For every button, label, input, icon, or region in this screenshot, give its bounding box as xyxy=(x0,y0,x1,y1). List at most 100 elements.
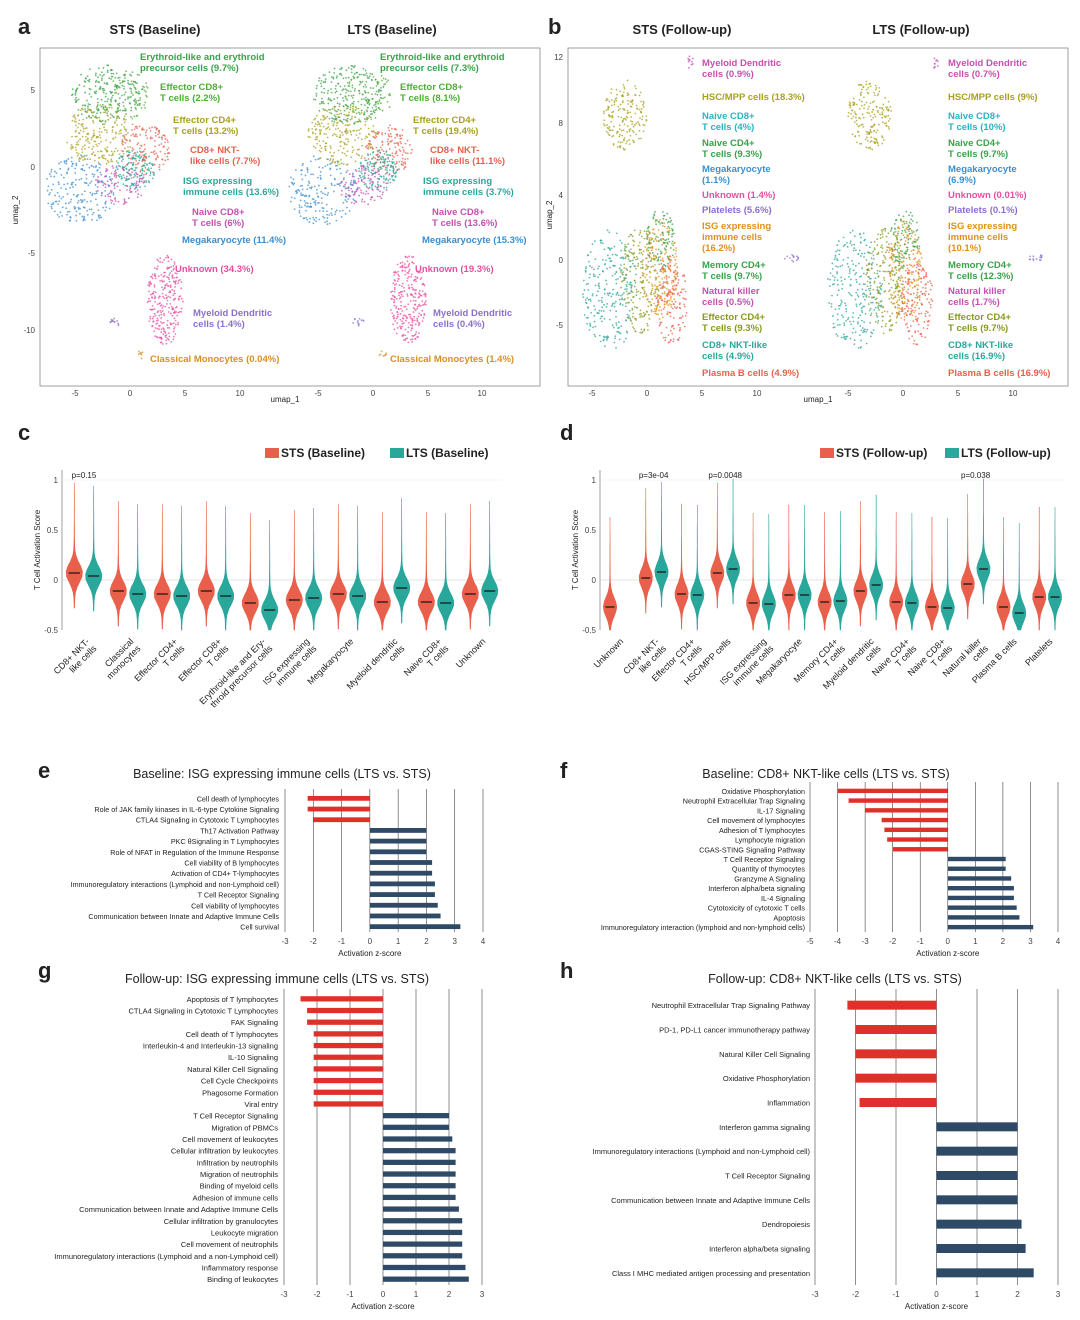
umap-point-unknown xyxy=(401,285,403,288)
umap-point-hsc xyxy=(640,107,643,110)
umap-point-erythroid xyxy=(368,77,370,79)
umap-point-nkt xyxy=(833,326,836,329)
umap-point-nkt xyxy=(155,152,158,155)
umap-point-unknown xyxy=(396,316,399,318)
umap-point-isg xyxy=(652,228,655,231)
umap-point-unknown xyxy=(414,303,416,306)
umap-point-effcd4 xyxy=(77,140,80,142)
umap-point-megak xyxy=(58,215,61,218)
umap-point-effcd4 xyxy=(899,244,902,247)
umap-point-isg xyxy=(908,230,910,233)
umap-point-effcd4 xyxy=(71,119,74,122)
umap-point-hsc xyxy=(869,141,872,143)
umap-point-nkt xyxy=(157,156,159,159)
umap-point-memcd4 xyxy=(666,242,669,245)
umap-point-plasmab xyxy=(669,261,672,264)
umap-point-isg xyxy=(389,178,391,181)
umap-point-effcd4 xyxy=(881,311,883,314)
umap-point-unknown xyxy=(402,314,405,317)
umap-point-unknown xyxy=(396,322,399,324)
umap-b-xtick: -5 xyxy=(844,389,852,398)
umap-point-nkt xyxy=(395,162,398,165)
umap-point-megak xyxy=(66,213,68,216)
umap-point-nkt xyxy=(158,168,161,171)
umap-point-platelets xyxy=(786,255,789,258)
umap-point-megak xyxy=(60,174,63,176)
umap-point-unknown xyxy=(164,334,167,337)
umap-point-megak xyxy=(334,164,337,167)
umap-point-isg xyxy=(917,262,920,265)
umap-point-isg xyxy=(887,290,890,293)
umap-point-erythroid xyxy=(86,99,88,102)
umap-point-unknown xyxy=(423,302,426,304)
umap-point-hsc xyxy=(638,130,641,132)
umap-point-nkt xyxy=(598,285,600,288)
umap-point-isg xyxy=(674,273,677,276)
umap-point-naivecd8 xyxy=(381,191,384,194)
umap-point-effcd8 xyxy=(384,78,387,81)
umap-point-isg xyxy=(145,181,148,184)
umap-point-isg xyxy=(645,249,648,252)
umap-point-nkt xyxy=(601,296,603,299)
umap-point-nkt xyxy=(600,320,603,323)
umap-point-erythroid xyxy=(74,101,77,104)
umap-point-effcd4 xyxy=(882,306,885,309)
umap-point-nkt xyxy=(857,347,860,349)
umap-point-megak xyxy=(326,217,329,219)
umap-point-plasmab xyxy=(903,286,906,289)
umap-point-erythroid xyxy=(130,80,133,83)
umap-point-nkt xyxy=(594,240,596,243)
umap-point-plasmab xyxy=(916,319,919,322)
umap-point-megak xyxy=(339,210,341,212)
umap-point-isg xyxy=(381,155,384,158)
umap-point-unknown xyxy=(422,283,425,286)
umap-point-plasmab xyxy=(913,264,916,267)
umap-point-effcd4 xyxy=(316,123,319,126)
umap-point-effcd4 xyxy=(641,330,644,333)
umap-point-nkt xyxy=(603,292,606,295)
umap-point-erythroid xyxy=(98,67,100,70)
umap-point-effcd4 xyxy=(333,151,336,154)
umap-point-isg xyxy=(137,156,140,158)
umap-point-plasmab xyxy=(667,293,669,296)
umap-point-effcd4 xyxy=(881,244,883,247)
umap-point-unknown xyxy=(175,276,178,279)
umap-point-nkt xyxy=(858,303,861,306)
umap-point-memcd4 xyxy=(905,210,908,213)
umap-point-nkt xyxy=(396,133,399,136)
umap-point-mdc xyxy=(692,57,694,60)
umap-point-nkt xyxy=(404,142,407,145)
umap-point-hsc xyxy=(872,108,875,111)
umap-point-naivecd8 xyxy=(121,167,124,170)
umap-point-effcd4 xyxy=(328,111,331,114)
umap-point-unknown xyxy=(151,304,154,307)
umap-point-naivecd8 xyxy=(116,185,119,188)
umap-point-hsc xyxy=(890,109,893,112)
umap-point-megak xyxy=(99,214,101,217)
umap-point-isg xyxy=(646,265,648,268)
umap-point-effcd4 xyxy=(895,280,898,283)
umap-point-hsc xyxy=(881,121,884,124)
umap-point-nkt xyxy=(849,293,852,296)
umap-point-effcd4 xyxy=(93,159,96,162)
umap-point-effcd4 xyxy=(633,256,635,259)
umap-point-megak xyxy=(82,219,85,222)
umap-point-plasmab xyxy=(667,341,670,344)
umap-point-hsc xyxy=(878,86,881,89)
umap-point-effcd4 xyxy=(77,126,79,129)
umap-point-nkt xyxy=(868,246,871,249)
umap-point-isg xyxy=(144,185,147,188)
umap-point-unknown xyxy=(417,271,420,274)
umap-point-erythroid xyxy=(322,81,325,84)
umap-point-isg xyxy=(918,247,921,250)
umap-point-isg xyxy=(896,313,899,316)
umap-point-megak xyxy=(325,203,328,206)
umap-point-effcd4 xyxy=(628,292,630,295)
umap-point-effcd4 xyxy=(351,146,354,149)
umap-point-isg xyxy=(117,174,120,177)
umap-point-unknown xyxy=(148,290,150,293)
umap-point-effcd8 xyxy=(372,75,375,78)
umap-point-unknown xyxy=(164,305,167,308)
umap-point-megak xyxy=(340,180,343,183)
umap-point-nkt xyxy=(632,259,634,262)
